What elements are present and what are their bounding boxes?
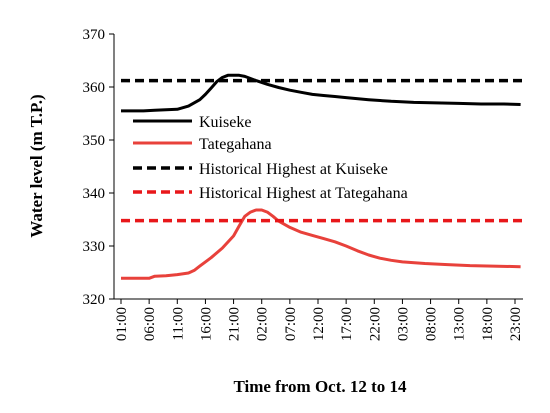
x-tick-label: 16:00 bbox=[198, 307, 214, 341]
x-tick-label: 08:00 bbox=[424, 307, 440, 341]
y-tick-label: 350 bbox=[83, 133, 106, 149]
x-tick-label: 07:00 bbox=[283, 307, 299, 341]
y-tick-label: 360 bbox=[83, 80, 106, 96]
x-tick-label: 23:00 bbox=[508, 307, 524, 341]
x-tick-label: 06:00 bbox=[142, 307, 158, 341]
series-line-1 bbox=[121, 73, 521, 113]
axes bbox=[113, 34, 523, 300]
series-line-2 bbox=[121, 208, 521, 280]
x-axis-title: Time from Oct. 12 to 14 bbox=[233, 377, 407, 396]
legend-label-3: Historical Highest at Kuiseke bbox=[199, 161, 388, 178]
y-tick-label: 370 bbox=[83, 27, 106, 43]
x-tick-label: 02:00 bbox=[255, 307, 271, 341]
legend-label-1: Kuiseke bbox=[199, 114, 251, 131]
x-tick-label: 12:00 bbox=[311, 307, 327, 341]
y-axis-ticks: 320 330 340 350 360 370 bbox=[83, 27, 114, 308]
y-tick-label: 340 bbox=[83, 186, 106, 202]
y-tick-label: 320 bbox=[83, 292, 106, 308]
x-tick-label: 22:00 bbox=[367, 307, 383, 341]
legend: Kuiseke Tategahana Historical Highest at K… bbox=[133, 114, 408, 202]
x-tick-label: 13:00 bbox=[452, 307, 468, 341]
y-axis-title: Water level (m T.P.) bbox=[27, 94, 46, 237]
legend-label-2: Tategahana bbox=[199, 136, 272, 153]
x-tick-label: 21:00 bbox=[227, 307, 243, 341]
x-tick-label: 03:00 bbox=[395, 307, 411, 341]
x-tick-label: 17:00 bbox=[339, 307, 355, 341]
series-lines bbox=[121, 73, 524, 280]
x-tick-label: 11:00 bbox=[170, 307, 186, 341]
x-tick-label: 01:00 bbox=[114, 307, 130, 341]
x-tick-label: 18:00 bbox=[480, 307, 496, 341]
x-axis-ticks: 01:00 06:00 11:00 16:00 21:00 02:00 07:00 12:00… bbox=[114, 299, 524, 341]
legend-label-4: Historical Highest at Tategahana bbox=[199, 185, 408, 202]
y-tick-label: 330 bbox=[83, 239, 106, 255]
